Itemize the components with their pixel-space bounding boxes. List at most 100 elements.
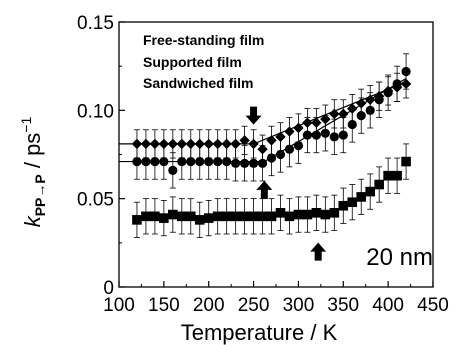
data-point-diamond [400,78,412,90]
data-point-diamond [347,103,358,114]
data-point-square [185,211,196,222]
data-point-circle [159,156,169,167]
data-point-square [132,215,142,225]
x-tick-label: 400 [372,295,404,316]
data-point-diamond [356,98,367,109]
data-point-square [329,208,340,218]
data-point-circle [365,105,375,115]
data-point-diamond [176,138,187,150]
y-axis-title-unit: / ps [20,133,45,175]
data-point-circle [374,95,384,105]
data-point-square [275,208,286,218]
data-point-circle [356,111,366,121]
data-point-square [230,211,241,222]
arrow-up-icon [256,180,273,199]
data-point-diamond [158,138,170,150]
data-point-circle [401,66,411,77]
x-tick-label: 250 [238,295,270,316]
x-tick-label: 100 [103,295,135,316]
data-point-square [248,211,259,222]
data-point-diamond [221,138,232,150]
data-point-diamond [320,113,331,125]
y-tick-label: 0.15 [77,13,114,34]
data-point-square [212,211,223,222]
data-point-circle [257,158,268,168]
data-point-diamond [293,122,304,134]
y-tick-label: 0.10 [77,101,114,122]
x-tick-label: 200 [193,295,225,316]
data-point-square [383,170,393,181]
data-point-diamond [311,117,322,128]
data-point-circle [392,79,402,89]
data-point-diamond [167,138,179,150]
y-axis-title-subscript: PP→P [32,174,48,216]
data-point-diamond [230,138,241,150]
data-point-circle [383,88,393,98]
y-tick-label: 0 [103,278,114,299]
arrow-down-icon [245,106,262,125]
data-point-diamond [275,131,286,143]
data-point-diamond [248,138,259,150]
data-point-circle [195,156,205,167]
data-markers [131,66,412,225]
data-point-circle [240,158,250,168]
data-point-circle [266,153,277,163]
data-point-square [203,213,214,223]
data-point-circle [302,130,312,140]
data-point-square [356,192,367,202]
data-point-square [392,170,402,181]
data-point-square [177,211,187,222]
legend-entry-sandwiched: Sandwiched film [143,75,253,91]
data-point-diamond [365,94,376,105]
x-tick-label: 300 [283,295,315,316]
data-point-square [194,215,205,225]
data-point-diamond [131,138,143,150]
data-point-diamond [185,138,196,150]
data-point-square [159,213,169,223]
data-point-square [150,211,160,222]
data-point-square [293,209,304,220]
data-point-square [311,208,322,218]
data-point-circle [275,149,286,160]
data-point-square [338,200,349,211]
legend: Free-standing film Supported film Sandwi… [143,32,264,91]
y-axis-title-exponent: −1 [18,117,34,133]
data-point-diamond [266,135,277,146]
data-point-circle [213,156,223,167]
data-point-diamond [212,138,223,150]
data-point-square [239,211,250,222]
legend-entry-free-standing: Free-standing film [143,32,264,48]
x-tick-label: 450 [417,295,449,316]
data-point-circle [186,156,196,167]
x-axis: 100 150 200 250 300 350 400 450 [103,281,449,316]
data-point-circle [132,156,142,167]
x-axis-title: Temperature / K [181,320,338,345]
legend-entry-supported: Supported film [143,54,242,70]
data-point-square [221,211,232,222]
data-point-diamond [284,126,295,137]
transition-arrows [245,106,327,261]
y-axis-title-symbol: k [20,215,45,227]
arrow-up-icon [310,242,327,261]
data-point-circle [320,128,330,138]
data-point-square [347,197,358,207]
data-point-square [302,209,313,220]
data-point-circle [284,144,295,154]
data-point-square [266,211,277,222]
data-point-square [365,186,375,197]
data-point-diamond [149,138,161,150]
data-point-diamond [329,108,340,120]
data-point-circle [329,132,339,142]
data-point-diamond [257,144,268,155]
data-point-circle [248,158,259,168]
data-point-diamond [203,138,214,150]
data-point-circle [311,130,321,140]
data-point-circle [338,130,348,140]
data-point-diamond [302,117,313,128]
x-tick-label: 150 [148,295,180,316]
data-point-diamond [338,108,349,120]
data-point-square [284,211,295,222]
data-point-square [401,156,411,167]
x-tick-label: 350 [327,295,359,316]
